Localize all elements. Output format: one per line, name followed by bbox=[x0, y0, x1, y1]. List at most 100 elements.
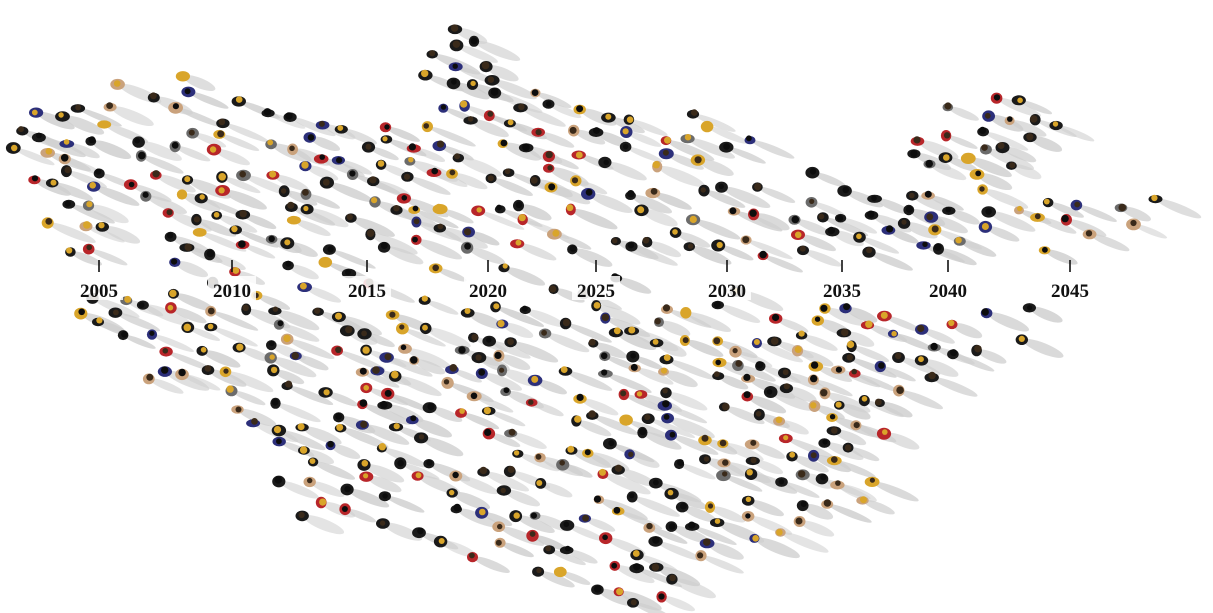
person-figure bbox=[313, 154, 329, 164]
person-figure bbox=[455, 408, 467, 418]
person-figure bbox=[1042, 197, 1054, 208]
person-shadow bbox=[573, 248, 613, 267]
person-shadow bbox=[572, 209, 618, 230]
person-head bbox=[476, 207, 482, 213]
person-figure bbox=[300, 204, 314, 215]
person-shadow bbox=[642, 209, 678, 227]
person-figure bbox=[850, 420, 862, 431]
person-head bbox=[318, 120, 325, 127]
person-shadow bbox=[643, 431, 682, 450]
person-figure bbox=[136, 300, 149, 310]
person-shadow bbox=[203, 350, 241, 368]
person-shadow bbox=[193, 132, 227, 148]
person-figure bbox=[388, 370, 402, 382]
person-head bbox=[599, 468, 606, 476]
person-figure bbox=[463, 116, 478, 125]
person-shadow bbox=[835, 429, 867, 446]
person-figure bbox=[695, 550, 707, 562]
person-figure bbox=[727, 207, 741, 216]
person-shadow bbox=[512, 341, 559, 363]
person-shadow bbox=[694, 114, 736, 132]
person-figure bbox=[16, 126, 29, 136]
person-head bbox=[827, 226, 835, 235]
person-figure bbox=[299, 161, 312, 172]
person-shadow bbox=[539, 131, 575, 148]
person-figure bbox=[698, 184, 710, 197]
person-head bbox=[403, 173, 411, 180]
person-head bbox=[285, 380, 293, 388]
person-figure bbox=[674, 459, 685, 470]
person-figure bbox=[65, 247, 76, 257]
person-figure bbox=[658, 367, 669, 376]
timeline-axis: 2005 2010 2015 2020 2025 2030 2035 2040 2045 bbox=[75, 260, 1094, 302]
person-head bbox=[1027, 305, 1033, 311]
person-figure bbox=[448, 62, 463, 72]
person-figure bbox=[319, 176, 334, 189]
person-head bbox=[809, 168, 817, 175]
person-figure bbox=[1022, 303, 1036, 313]
person-shadow bbox=[212, 327, 258, 347]
person-shadow bbox=[953, 323, 983, 339]
person-figure bbox=[385, 310, 400, 320]
person-head bbox=[677, 459, 684, 466]
person-shadow bbox=[795, 219, 832, 236]
person-shadow bbox=[536, 379, 567, 395]
person-figure bbox=[995, 142, 1010, 154]
person-figure bbox=[977, 184, 988, 195]
person-figure bbox=[235, 209, 251, 220]
person-shadow bbox=[549, 103, 582, 119]
person-shadow bbox=[415, 210, 459, 229]
person-figure bbox=[1038, 246, 1051, 255]
person-figure bbox=[497, 364, 508, 377]
person-figure bbox=[748, 208, 760, 221]
timeline-tick-2030: 2030 bbox=[703, 260, 751, 302]
person-head bbox=[856, 233, 862, 240]
person-head bbox=[464, 308, 471, 314]
person-shadow bbox=[625, 394, 665, 412]
person-head bbox=[389, 311, 396, 318]
person-shadow bbox=[885, 315, 922, 332]
person-head bbox=[745, 513, 751, 519]
person-head bbox=[569, 245, 577, 252]
person-head bbox=[207, 307, 215, 315]
person-shadow bbox=[238, 408, 277, 427]
person-head bbox=[507, 466, 515, 473]
person-head bbox=[521, 305, 528, 312]
person-figure bbox=[367, 176, 380, 187]
person-figure bbox=[763, 386, 778, 398]
person-figure bbox=[603, 438, 617, 450]
person-head bbox=[497, 320, 505, 328]
person-figure bbox=[168, 101, 184, 114]
person-head bbox=[289, 145, 295, 152]
person-head bbox=[272, 306, 279, 312]
person-figure bbox=[278, 185, 290, 198]
person-figure bbox=[5, 142, 21, 154]
person-figure bbox=[322, 244, 336, 255]
person-head bbox=[843, 303, 851, 311]
person-shadow bbox=[490, 340, 531, 359]
person-head bbox=[321, 257, 328, 264]
person-figure bbox=[286, 215, 301, 225]
person-head bbox=[426, 459, 433, 466]
person-head bbox=[754, 183, 762, 191]
person-head bbox=[280, 188, 287, 194]
person-figure bbox=[915, 324, 929, 335]
person-head bbox=[652, 161, 660, 169]
person-figure bbox=[942, 102, 954, 112]
person-shadow bbox=[95, 186, 140, 206]
person-head bbox=[341, 506, 348, 512]
person-figure bbox=[856, 496, 869, 505]
person-head bbox=[345, 269, 351, 276]
person-head bbox=[380, 242, 388, 249]
person-head bbox=[658, 593, 665, 600]
person-figure bbox=[361, 141, 376, 153]
person-head bbox=[810, 374, 818, 383]
person-figure bbox=[28, 175, 41, 185]
person-figure bbox=[744, 135, 756, 145]
person-head bbox=[377, 160, 385, 167]
person-head bbox=[772, 313, 780, 322]
person-head bbox=[64, 166, 72, 174]
person-head bbox=[630, 599, 637, 606]
person-head bbox=[335, 346, 342, 353]
person-head bbox=[1151, 194, 1158, 202]
